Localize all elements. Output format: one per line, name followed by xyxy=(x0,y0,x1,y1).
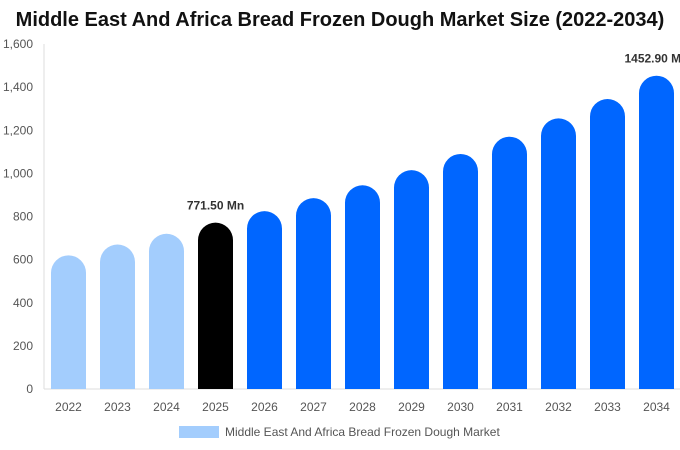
data-label: 1452.90 Mn xyxy=(624,52,680,66)
legend-swatch xyxy=(179,426,219,438)
y-tick-label: 1,200 xyxy=(3,123,33,137)
y-tick-label: 0 xyxy=(26,382,33,396)
y-tick-label: 200 xyxy=(13,339,33,353)
data-label: 771.50 Mn xyxy=(187,199,244,213)
y-tick-label: 600 xyxy=(13,253,33,267)
x-tick-label: 2025 xyxy=(202,400,229,414)
bar-2030 xyxy=(443,153,478,389)
bar-2022 xyxy=(51,255,86,389)
bar-2032 xyxy=(541,118,576,389)
legend: Middle East And Africa Bread Frozen Doug… xyxy=(179,425,500,439)
x-tick-label: 2028 xyxy=(349,400,376,414)
chart-title: Middle East And Africa Bread Frozen Doug… xyxy=(15,9,665,31)
x-tick-label: 2031 xyxy=(496,400,523,414)
y-tick-label: 1,600 xyxy=(3,37,33,51)
bar-2025 xyxy=(198,222,233,389)
y-tick-label: 800 xyxy=(13,210,33,224)
x-tick-label: 2022 xyxy=(55,400,82,414)
bar-2031 xyxy=(492,136,527,389)
bar-2024 xyxy=(149,233,184,389)
y-tick-label: 1,000 xyxy=(3,166,33,180)
bar-2026 xyxy=(247,211,282,389)
y-tick-label: 400 xyxy=(13,296,33,310)
x-tick-label: 2029 xyxy=(398,400,425,414)
bar-2028 xyxy=(345,185,380,389)
bar-2033 xyxy=(590,98,625,389)
bar-2027 xyxy=(296,198,331,389)
bar-2023 xyxy=(100,244,135,389)
x-tick-label: 2032 xyxy=(545,400,572,414)
x-tick-label: 2033 xyxy=(594,400,621,414)
x-tick-label: 2027 xyxy=(300,400,327,414)
bar-2034 xyxy=(639,75,674,389)
bar-2029 xyxy=(394,170,429,389)
x-tick-label: 2024 xyxy=(153,400,180,414)
x-tick-label: 2023 xyxy=(104,400,131,414)
x-tick-label: 2026 xyxy=(251,400,278,414)
x-tick-label: 2030 xyxy=(447,400,474,414)
legend-label: Middle East And Africa Bread Frozen Doug… xyxy=(225,425,500,439)
x-tick-label: 2034 xyxy=(643,400,670,414)
y-tick-label: 1,400 xyxy=(3,80,33,94)
